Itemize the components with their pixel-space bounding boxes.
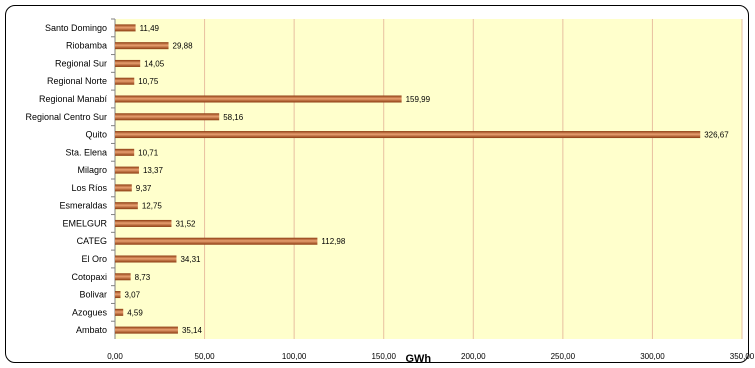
value-label: 31,52	[175, 219, 196, 228]
value-label: 326,67	[704, 131, 729, 140]
category-label: Regional Centro Sur	[25, 112, 107, 122]
bar	[115, 166, 139, 174]
value-label: 34,31	[180, 255, 201, 264]
value-label: 35,14	[182, 326, 203, 335]
bar	[115, 131, 701, 139]
bar	[115, 95, 402, 103]
category-label: Quito	[85, 130, 107, 140]
value-label: 112,98	[321, 237, 345, 246]
bar	[115, 24, 136, 32]
plot-area	[115, 19, 742, 339]
bars	[115, 24, 701, 334]
x-tick-labels: 0,00 50,00 100,00 150,00 200,00 250,00 300,00 3…	[107, 352, 755, 361]
bar	[115, 113, 220, 121]
value-label: 10,71	[138, 148, 159, 157]
category-label: Regional Norte	[47, 76, 107, 86]
bar	[115, 42, 169, 50]
value-label: 11,49	[140, 24, 160, 33]
category-labels: Santo Domingo Riobamba Regional Sur Regiona…	[25, 23, 107, 335]
bar	[115, 308, 124, 316]
bar	[115, 184, 132, 192]
category-label: Sta. Elena	[65, 147, 107, 157]
x-tick-label: 100,00	[282, 352, 307, 361]
category-label: Regional Manabí	[39, 94, 108, 104]
value-label: 159,99	[406, 95, 431, 104]
value-label: 10,75	[138, 77, 159, 86]
x-tick-label: 50,00	[195, 352, 216, 361]
x-tick-label: 300,00	[640, 352, 665, 361]
category-label: CATEG	[77, 236, 107, 246]
category-label: Regional Sur	[55, 58, 107, 68]
category-label: Cotopaxi	[71, 272, 107, 282]
value-label: 13,37	[143, 166, 164, 175]
value-label: 9,37	[136, 184, 152, 193]
grid-lines	[111, 18, 743, 339]
category-label: Azogues	[72, 307, 108, 317]
x-tick-label: 150,00	[371, 352, 396, 361]
value-label: 12,75	[142, 202, 163, 211]
bar	[115, 237, 318, 245]
bar	[115, 326, 178, 334]
x-tick-label: 250,00	[551, 352, 576, 361]
category-label: Santo Domingo	[45, 23, 107, 33]
bar	[115, 77, 135, 85]
value-label: 58,16	[223, 113, 244, 122]
x-tick-label: 200,00	[461, 352, 486, 361]
value-label: 14,05	[144, 59, 165, 68]
category-label: EMELGUR	[62, 218, 107, 228]
x-axis-title: GWh	[405, 353, 431, 365]
category-label: Ambato	[76, 325, 107, 335]
bar	[115, 59, 141, 67]
bar	[115, 219, 172, 227]
bar	[115, 291, 121, 299]
category-label: Milagro	[77, 165, 107, 175]
category-label: Esmeraldas	[59, 201, 107, 211]
category-label: El Oro	[81, 254, 107, 264]
value-labels: 11,49 29,88 14,05 10,75 159,99 58,16 326,67 10,…	[124, 24, 729, 335]
x-tick-label: 0,00	[107, 352, 123, 361]
category-label: Bolivar	[79, 290, 107, 300]
category-label: Riobamba	[66, 41, 107, 51]
value-label: 3,07	[124, 291, 140, 300]
x-tick-label: 350,00	[730, 352, 755, 361]
bar	[115, 202, 138, 210]
bar	[115, 148, 135, 156]
bar	[115, 273, 131, 281]
category-label: Los Ríos	[71, 183, 107, 193]
value-label: 4,59	[127, 308, 143, 317]
value-label: 8,73	[135, 273, 151, 282]
value-label: 29,88	[173, 42, 194, 51]
bar	[115, 255, 177, 263]
